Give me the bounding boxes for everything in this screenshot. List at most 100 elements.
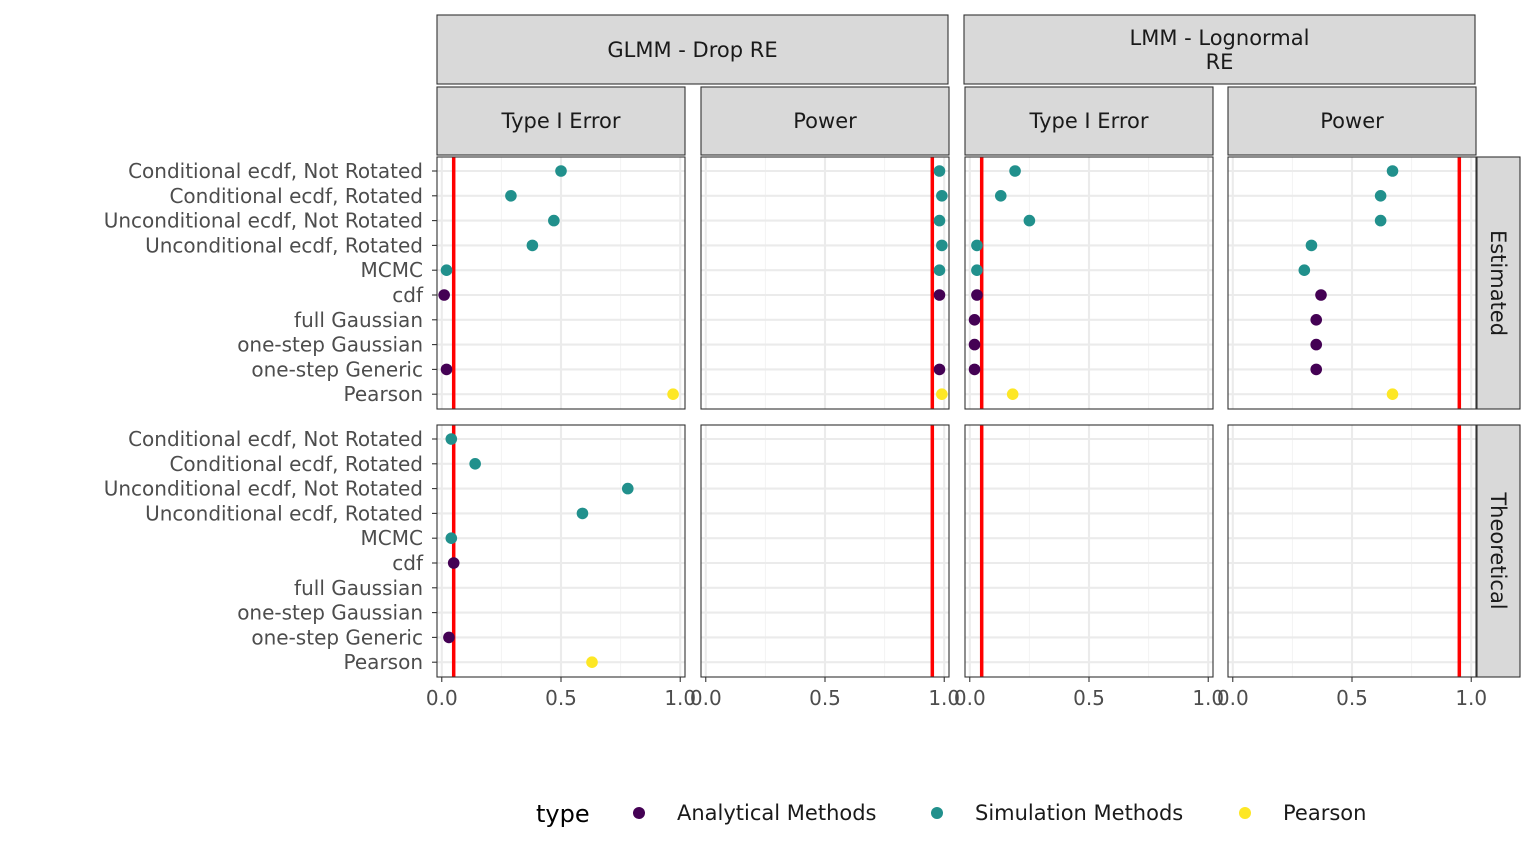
column-strip-label: GLMM - Drop RE	[607, 38, 777, 62]
y-tick-label: Pearson	[344, 382, 423, 406]
row-strip-background	[1476, 156, 1521, 410]
data-point-mcmc	[445, 532, 458, 544]
panel-border	[436, 156, 686, 410]
data-point-conditional-ecdf-rotated	[469, 458, 481, 470]
data-point-unconditional-ecdf-rotated	[971, 239, 983, 252]
legend-label-analytical: Analytical Methods	[677, 801, 877, 825]
data-point-conditional-ecdf-not-rotated	[1386, 165, 1399, 177]
data-point-conditional-ecdf-rotated	[994, 190, 1007, 202]
y-tick-label: Unconditional ecdf, Not Rotated	[104, 209, 423, 233]
data-point-mcmc	[933, 264, 946, 277]
panel-border	[700, 156, 950, 410]
x-tick-label: 1.0	[1455, 686, 1487, 710]
subpanel-strip-type-i-error: Type I Error	[436, 86, 686, 156]
x-tick-label: 0.0	[1217, 686, 1249, 710]
legend-key-analytical	[633, 807, 645, 819]
subpanel-strip-power: Power	[1227, 86, 1477, 156]
subpanel-strip-type-i-error: Type I Error	[964, 86, 1214, 156]
x-tick-label: 0.0	[954, 686, 986, 710]
panel-glmm-drop-re-power-theoretical	[700, 424, 950, 678]
column-strip-1: GLMM - Drop RE	[436, 14, 949, 85]
subpanel-strip-label: Type I Error	[1029, 109, 1149, 133]
legend-key-simulation	[931, 807, 943, 819]
y-tick-label: one-step Gaussian	[237, 333, 423, 357]
legend-item-pearson: Pearson	[1239, 801, 1366, 825]
panel-border	[1227, 156, 1477, 410]
column-strip-background	[963, 14, 1476, 85]
subpanel-strip-label: Power	[793, 109, 857, 133]
y-tick-label: one-step Gaussian	[237, 601, 423, 625]
row-strips: Estimated Theoretical	[1476, 156, 1521, 678]
panel-lmm-lognormal-re-type-i-error-theoretical	[964, 424, 1214, 678]
legend-label-pearson: Pearson	[1283, 801, 1366, 825]
data-point-unconditional-ecdf-not-rotated	[1023, 214, 1036, 227]
y-tick-label: Conditional ecdf, Rotated	[169, 184, 423, 208]
data-point-pearson	[586, 656, 598, 668]
legend: type Analytical Methods Simulation Metho…	[536, 800, 1366, 828]
x-axis: 0.0 0.5 1.00.0 0.5 1.00.0 0.5 1.00.0 0.5 1.0	[426, 677, 1487, 710]
data-point-unconditional-ecdf-rotated	[526, 239, 539, 252]
y-tick-label: one-step Generic	[251, 625, 423, 649]
y-tick-label: cdf	[392, 551, 424, 575]
x-tick-label: 0.5	[1073, 686, 1105, 710]
data-point-unconditional-ecdf-rotated	[576, 507, 589, 520]
row-strip-theoretical: Theoretical	[1476, 424, 1521, 678]
row-strip-background	[1476, 424, 1521, 678]
x-tick-label: 0.0	[690, 686, 722, 710]
data-point-pearson	[1386, 388, 1399, 401]
y-tick-label: Conditional ecdf, Not Rotated	[128, 427, 423, 451]
y-tick-label: Pearson	[344, 650, 423, 674]
subpanel-strip-background	[1227, 86, 1477, 156]
x-tick-label: 1.0	[1192, 686, 1224, 710]
data-point-conditional-ecdf-not-rotated	[1009, 165, 1021, 177]
data-point-one-step-generic	[443, 631, 455, 644]
data-point-unconditional-ecdf-not-rotated	[548, 214, 560, 227]
data-point-one-step-generic	[933, 363, 946, 376]
column-strip-background	[436, 14, 949, 85]
x-tick-label: 0.0	[426, 686, 458, 710]
data-point-cdf	[933, 289, 946, 301]
x-tick-label: 0.5	[809, 686, 841, 710]
data-point-unconditional-ecdf-rotated	[936, 239, 948, 252]
y-tick-label: MCMC	[361, 526, 423, 550]
legend-title: type	[536, 800, 590, 828]
y-tick-label: Conditional ecdf, Rotated	[169, 452, 423, 476]
data-point-one-step-gaussian	[1310, 338, 1323, 351]
data-point-cdf	[971, 289, 983, 301]
data-point-conditional-ecdf-rotated	[505, 190, 517, 202]
data-point-one-step-gaussian	[968, 338, 981, 351]
data-point-cdf	[438, 289, 450, 301]
y-tick-label: Unconditional ecdf, Rotated	[145, 233, 423, 257]
y-tick-label: Unconditional ecdf, Not Rotated	[104, 477, 423, 501]
data-point-unconditional-ecdf-rotated	[1305, 239, 1318, 252]
data-point-one-step-generic	[440, 363, 453, 376]
data-point-one-step-generic	[1310, 363, 1323, 376]
data-point-pearson	[1006, 388, 1019, 401]
y-tick-label: MCMC	[361, 258, 423, 282]
row-strip-estimated: Estimated	[1476, 156, 1521, 410]
subpanel-strip-power: Power	[700, 86, 950, 156]
y-tick-label: full Gaussian	[294, 308, 423, 332]
subpanel-strip-background	[436, 86, 686, 156]
x-tick-label: 0.5	[1336, 686, 1368, 710]
y-tick-label: Conditional ecdf, Not Rotated	[128, 159, 423, 183]
panel-glmm-drop-re-power-estimated	[700, 156, 950, 410]
x-tick-label: 1.0	[664, 686, 696, 710]
data-point-mcmc	[1298, 264, 1311, 277]
data-point-conditional-ecdf-rotated	[1374, 190, 1387, 202]
legend-label-simulation: Simulation Methods	[975, 801, 1183, 825]
legend-key-pearson	[1239, 807, 1251, 819]
legend-item-simulation: Simulation Methods	[931, 801, 1183, 825]
row-strip-label: Estimated	[1486, 230, 1510, 336]
data-point-pearson	[667, 388, 679, 401]
data-point-full-gaussian	[1310, 314, 1323, 326]
data-point-conditional-ecdf-rotated	[936, 190, 948, 202]
data-point-one-step-generic	[968, 363, 981, 376]
data-point-full-gaussian	[968, 314, 981, 326]
data-point-mcmc	[971, 264, 983, 277]
panel-glmm-drop-re-type-i-error-theoretical	[436, 424, 686, 678]
plot-panels	[436, 156, 1477, 678]
y-tick-label: cdf	[392, 283, 424, 307]
